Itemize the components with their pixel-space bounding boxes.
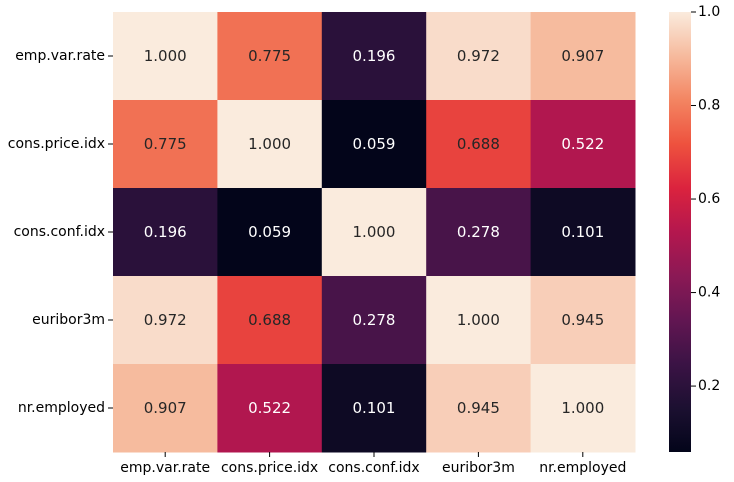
y-axis-ticks: emp.var.rate cons.price.idx cons.conf.idx e… — [8, 48, 113, 416]
heatmap-cell-r0-c4 — [530, 12, 636, 101]
heatmap-cell-r3-c3 — [426, 276, 532, 365]
heatmap-cell-r1-c3 — [426, 100, 532, 189]
y-tick-label-3: euribor3m — [32, 312, 105, 328]
heatmap-cell-label-r3-c0: 0.972 — [144, 311, 187, 329]
heatmap-cell-label-r4-c4: 1.000 — [561, 399, 604, 417]
heatmap-cell-label-r1-c3: 0.688 — [457, 135, 500, 153]
heatmap-cell-r3-c0 — [113, 276, 218, 365]
y-tick-label-1: cons.price.idx — [8, 136, 105, 152]
heatmap-cell-r2-c1 — [217, 188, 323, 277]
heatmap-cell-label-r2-c0: 0.196 — [144, 223, 187, 241]
heatmap-cell-label-r0-c1: 0.775 — [248, 47, 291, 65]
heatmap-cell-label-r3-c3: 1.000 — [457, 311, 500, 329]
colorbar-tick-label-4: 1.0 — [698, 4, 720, 20]
heatmap-cell-r3-c4 — [530, 276, 636, 365]
heatmap-cell-label-r2-c1: 0.059 — [248, 223, 291, 241]
heatmap-cell-r3-c1 — [217, 276, 323, 365]
x-tick-label-1: cons.price.idx — [221, 460, 318, 476]
heatmap-cell-label-r1-c2: 0.059 — [353, 135, 396, 153]
heatmap-cell-r3-c2 — [321, 276, 427, 365]
colorbar-tick-label-2: 0.6 — [698, 191, 720, 207]
heatmap-cell-r4-c1 — [217, 364, 323, 453]
colorbar-gradient — [669, 12, 691, 452]
colorbar: 0.2 0.4 0.6 0.8 1.0 — [669, 4, 720, 452]
heatmap-cell-r0-c3 — [426, 12, 532, 101]
x-axis-ticks: emp.var.rate cons.price.idx cons.conf.idx e… — [120, 452, 626, 476]
heatmap-cell-r4-c4 — [530, 364, 636, 453]
heatmap-cell-label-r1-c4: 0.522 — [561, 135, 604, 153]
heatmap-cell-label-r3-c1: 0.688 — [248, 311, 291, 329]
x-tick-label-0: emp.var.rate — [120, 460, 210, 476]
heatmap-cell-r1-c2 — [321, 100, 427, 189]
heatmap-cell-r4-c2 — [321, 364, 427, 453]
heatmap-cell-r2-c2 — [321, 188, 427, 277]
heatmap-cell-label-r2-c4: 0.101 — [561, 223, 604, 241]
heatmap-cell-r0-c0 — [113, 12, 218, 101]
heatmap-cell-label-r0-c0: 1.000 — [144, 47, 187, 65]
y-tick-label-4: nr.employed — [18, 400, 105, 416]
heatmap-cell-label-r2-c2: 1.000 — [353, 223, 396, 241]
x-tick-label-3: euribor3m — [442, 460, 515, 476]
heatmap-cell-label-r3-c4: 0.945 — [561, 311, 604, 329]
heatmap-cell-label-r1-c1: 1.000 — [248, 135, 291, 153]
y-tick-label-2: cons.conf.idx — [14, 224, 105, 240]
heatmap-cell-r0-c1 — [217, 12, 323, 101]
heatmap-cell-label-r0-c3: 0.972 — [457, 47, 500, 65]
heatmap-cell-label-r4-c2: 0.101 — [353, 399, 396, 417]
heatmap-cell-label-r0-c2: 0.196 — [353, 47, 396, 65]
colorbar-tick-label-0: 0.2 — [698, 378, 720, 394]
heatmap-cell-r4-c0 — [113, 364, 218, 453]
heatmap-cell-r0-c2 — [321, 12, 427, 101]
colorbar-tick-label-3: 0.8 — [698, 98, 720, 114]
heatmap-cell-r1-c4 — [530, 100, 636, 189]
heatmap-cell-label-r4-c0: 0.907 — [144, 399, 187, 417]
heatmap-cell-label-r3-c2: 0.278 — [353, 311, 396, 329]
heatmap-cell-labels: 1.000 0.775 0.196 0.972 0.907 0.775 1.000 0.059… — [144, 47, 605, 417]
x-tick-label-2: cons.conf.idx — [328, 460, 419, 476]
heatmap-cell-label-r0-c4: 0.907 — [561, 47, 604, 65]
heatmap-cell-r2-c4 — [530, 188, 636, 277]
x-tick-label-4: nr.employed — [539, 460, 626, 476]
heatmap-cell-r2-c0 — [113, 188, 218, 277]
heatmap-cell-r1-c1 — [217, 100, 323, 189]
heatmap-cell-r4-c3 — [426, 364, 532, 453]
heatmap-cell-label-r4-c3: 0.945 — [457, 399, 500, 417]
heatmap-cell-label-r1-c0: 0.775 — [144, 135, 187, 153]
heatmap-cells — [113, 12, 636, 453]
colorbar-tick-label-1: 0.4 — [698, 285, 720, 301]
heatmap-cell-label-r4-c1: 0.522 — [248, 399, 291, 417]
heatmap-cell-r2-c3 — [426, 188, 532, 277]
y-tick-label-0: emp.var.rate — [15, 48, 105, 64]
heatmap-cell-label-r2-c3: 0.278 — [457, 223, 500, 241]
heatmap-cell-r1-c0 — [113, 100, 218, 189]
